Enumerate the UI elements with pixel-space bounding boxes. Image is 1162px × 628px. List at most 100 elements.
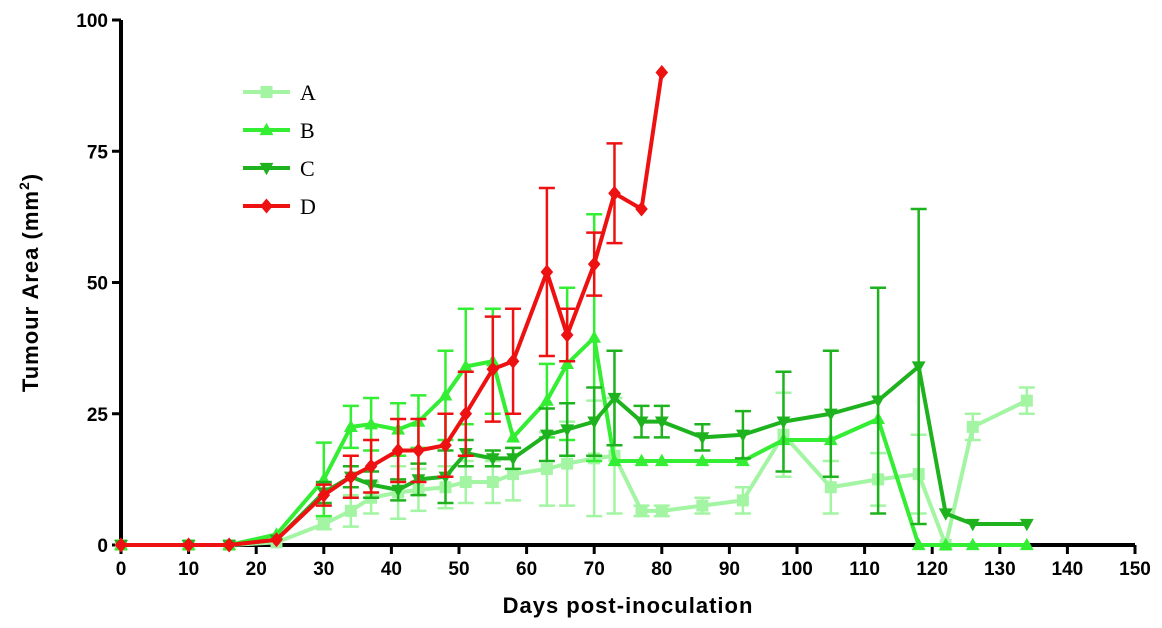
data-point xyxy=(459,476,472,488)
data-point xyxy=(965,537,980,551)
data-point xyxy=(439,437,452,453)
series-b xyxy=(114,213,1034,551)
data-point xyxy=(587,330,602,343)
data-point xyxy=(1020,394,1033,407)
x-tick-label: 50 xyxy=(448,559,469,580)
data-point xyxy=(364,417,379,430)
x-tick-label: 120 xyxy=(916,559,948,580)
data-point xyxy=(560,327,574,343)
data-point xyxy=(344,469,358,485)
data-point xyxy=(634,416,649,429)
x-tick-label: 0 xyxy=(116,559,127,580)
data-point xyxy=(343,419,358,432)
series-line xyxy=(121,335,1027,547)
data-point xyxy=(655,65,669,80)
data-point xyxy=(635,504,648,517)
series-layer xyxy=(114,65,1035,553)
x-tick-label: 70 xyxy=(584,559,605,580)
data-point xyxy=(560,356,575,369)
data-point xyxy=(608,185,621,201)
data-point xyxy=(824,481,837,494)
data-point xyxy=(458,359,473,372)
data-point xyxy=(607,392,622,406)
data-point xyxy=(459,406,473,422)
data-point xyxy=(412,443,425,458)
y-axis-title: Tumour Area (mm2) xyxy=(16,173,43,392)
x-tick-label: 150 xyxy=(1119,559,1151,580)
data-point xyxy=(260,86,273,98)
data-point xyxy=(1019,537,1034,551)
x-axis-title: Days post-inoculation xyxy=(503,593,754,618)
data-point xyxy=(911,537,926,551)
y-axis-title-superscript: 2 xyxy=(16,181,32,190)
x-tick-label: 110 xyxy=(849,559,880,580)
data-point xyxy=(938,537,953,551)
y-ticks: 0 25 50 75 100 xyxy=(76,11,121,557)
legend-label: C xyxy=(300,156,315,181)
data-point xyxy=(391,484,406,498)
data-point xyxy=(823,408,838,421)
data-point xyxy=(938,508,953,521)
data-point xyxy=(655,504,668,517)
x-tick-label: 30 xyxy=(313,559,334,580)
data-point xyxy=(654,416,669,429)
data-point xyxy=(539,429,554,442)
data-point xyxy=(507,468,520,481)
data-point xyxy=(182,537,195,553)
data-point xyxy=(260,198,273,214)
data-point xyxy=(776,416,791,429)
data-point xyxy=(114,537,128,553)
data-point xyxy=(695,453,710,467)
data-point xyxy=(696,499,709,512)
y-tick-label: 0 xyxy=(97,536,108,557)
data-point xyxy=(259,122,274,136)
x-tick-label: 140 xyxy=(1052,559,1084,580)
y-tick-label: 25 xyxy=(87,405,109,426)
y-tick-label: 50 xyxy=(87,274,108,295)
data-point xyxy=(317,487,331,503)
data-point xyxy=(607,453,622,467)
data-point xyxy=(344,504,357,517)
data-point xyxy=(222,537,236,553)
data-point xyxy=(540,264,554,280)
data-point xyxy=(736,453,750,467)
data-point xyxy=(634,453,649,467)
legend-item-c: C xyxy=(243,156,315,181)
x-tick-label: 130 xyxy=(984,559,1016,580)
series-d xyxy=(114,65,669,553)
x-tick-label: 80 xyxy=(651,559,672,580)
data-point xyxy=(486,361,500,377)
legend-label: D xyxy=(300,194,316,219)
data-point xyxy=(736,429,750,442)
data-point xyxy=(364,458,378,474)
data-point xyxy=(506,353,520,369)
data-point xyxy=(695,432,710,445)
series-c xyxy=(114,207,1034,553)
series-line xyxy=(121,398,1028,547)
data-point xyxy=(965,518,980,532)
y-tick-label: 100 xyxy=(76,11,108,32)
x-tick-label: 40 xyxy=(381,559,402,580)
data-point xyxy=(259,162,274,176)
data-point xyxy=(587,256,601,272)
data-point xyxy=(587,416,602,429)
x-tick-label: 100 xyxy=(781,559,813,580)
y-axis-title-close: ) xyxy=(18,173,43,181)
legend-label: B xyxy=(300,118,315,143)
series-a xyxy=(115,386,1035,551)
data-point xyxy=(506,453,520,466)
data-point xyxy=(871,395,886,408)
x-tick-label: 10 xyxy=(178,559,199,580)
data-point xyxy=(635,201,648,217)
series-line xyxy=(121,72,664,547)
x-tick-label: 60 xyxy=(516,559,537,580)
legend-item-a: A xyxy=(243,80,316,105)
data-point xyxy=(438,388,453,401)
x-tick-label: 20 xyxy=(246,559,267,580)
axes: 0 10 20 30 40 50 60 70 80 90 100 110 120 130 140 150 0 2… xyxy=(76,11,1151,580)
data-point xyxy=(736,494,749,507)
data-point xyxy=(540,462,553,475)
data-point xyxy=(391,443,405,458)
